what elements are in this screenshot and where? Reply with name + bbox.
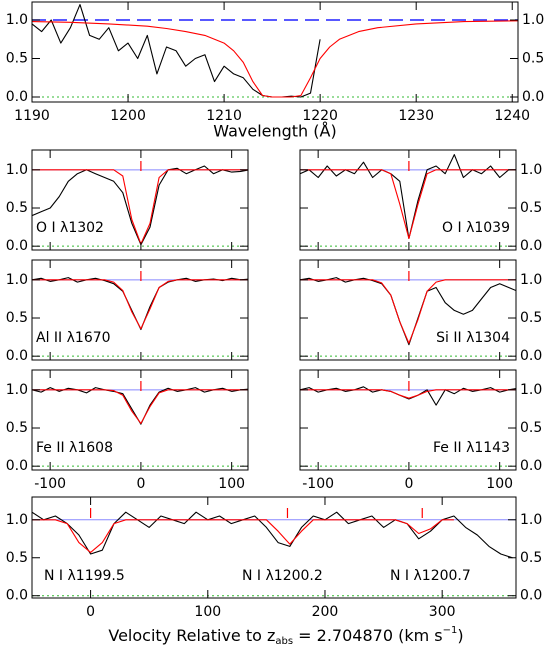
y-tick-label: 0.0 [520, 588, 542, 604]
y-tick-label: 0.0 [6, 588, 28, 604]
panel [300, 386, 516, 467]
y-tick-label: 0.0 [6, 348, 28, 364]
x-axis-label-part: −1 [443, 625, 458, 636]
y-tick-label: 1.0 [6, 162, 28, 178]
y-tick-label: 0.0 [520, 458, 542, 474]
y-tick-label: 1.0 [520, 272, 542, 288]
y-tick-label: 1.0 [520, 382, 542, 398]
panel [32, 387, 248, 467]
y-tick-label: 0.5 [520, 200, 542, 216]
panel [32, 511, 516, 597]
y-tick-label: 0.5 [6, 550, 28, 566]
x-tick-label: 1230 [398, 108, 434, 124]
x-axis-label-part: abs [275, 636, 293, 646]
y-tick-label: 1.0 [6, 512, 28, 528]
y-tick-label: 0.5 [520, 420, 542, 436]
x-tick-label: 0 [86, 604, 95, 620]
flux-line [32, 511, 513, 559]
x-axis-label: Velocity Relative to zabs = 2.704870 (km… [108, 625, 463, 646]
panel-frame [31, 496, 517, 599]
line-label: O I λ1302 [36, 220, 104, 236]
panel-frame [299, 259, 517, 361]
line-label: N I λ1199.5 [44, 568, 125, 584]
line-label: O I λ1039 [442, 220, 510, 236]
panel [300, 277, 516, 357]
model-line [32, 20, 518, 98]
x-axis-label-part: Velocity Relative to z [108, 626, 275, 645]
x-tick-label: 0 [136, 476, 145, 492]
line-label: Si II λ1304 [436, 330, 510, 346]
x-tick-label: 1190 [14, 108, 50, 124]
model-line [300, 389, 516, 399]
x-tick-label: 1220 [302, 108, 338, 124]
y-tick-label: 0.0 [6, 238, 28, 254]
panel-frame [31, 369, 249, 471]
y-tick-label: 0.0 [522, 89, 544, 105]
y-tick-label: 1.0 [520, 162, 542, 178]
y-tick-label: 0.5 [6, 51, 28, 67]
line-label: N I λ1200.7 [390, 568, 471, 584]
line-label: Fe II λ1608 [36, 440, 113, 456]
x-tick-label: 300 [429, 604, 456, 620]
y-tick-label: 0.5 [520, 550, 542, 566]
y-tick-label: 0.5 [6, 420, 28, 436]
line-label: Fe II λ1143 [433, 440, 510, 456]
y-tick-label: 1.0 [522, 12, 544, 28]
x-tick-label: 100 [486, 476, 513, 492]
x-tick-label: 1240 [494, 108, 530, 124]
x-axis-label-part: ) [457, 626, 463, 645]
x-tick-label: 0 [404, 476, 413, 492]
x-tick-label: 100 [218, 476, 245, 492]
y-tick-label: 0.5 [6, 310, 28, 326]
y-tick-label: 1.0 [6, 382, 28, 398]
panel [32, 4, 518, 98]
y-tick-label: 0.0 [520, 238, 542, 254]
flux-line [32, 277, 248, 331]
x-tick-label: 1210 [206, 108, 242, 124]
y-tick-label: 0.5 [520, 310, 542, 326]
x-tick-label: -100 [34, 476, 66, 492]
panel [32, 277, 248, 357]
model-line [300, 169, 516, 240]
line-label: Al II λ1670 [36, 330, 111, 346]
x-tick-label: 200 [312, 604, 339, 620]
model-line [300, 279, 516, 344]
model-line [32, 519, 454, 553]
panel-frame [31, 1, 519, 103]
flux-line [32, 387, 248, 425]
x-axis-label: Wavelength (Å) [213, 122, 336, 141]
y-tick-label: 1.0 [520, 512, 542, 528]
panel [300, 154, 516, 247]
y-tick-label: 0.0 [6, 89, 28, 105]
x-tick-label: -100 [302, 476, 334, 492]
x-tick-label: 100 [194, 604, 221, 620]
y-tick-label: 0.0 [6, 458, 28, 474]
y-tick-label: 1.0 [6, 12, 28, 28]
y-tick-label: 1.0 [6, 272, 28, 288]
model-line [32, 279, 248, 330]
panel-frame [299, 149, 517, 251]
panel-frame [31, 149, 249, 251]
panel-frame [299, 369, 517, 471]
y-tick-label: 0.5 [522, 51, 544, 67]
flux-line [300, 277, 516, 346]
x-axis-label-part: = 2.704870 (km s [293, 626, 443, 645]
line-label: N I λ1200.2 [242, 568, 323, 584]
y-tick-label: 0.0 [520, 348, 542, 364]
y-tick-label: 0.5 [6, 200, 28, 216]
flux-line [32, 4, 321, 98]
model-line [32, 389, 248, 424]
panel-frame [31, 259, 249, 361]
x-tick-label: 1200 [110, 108, 146, 124]
